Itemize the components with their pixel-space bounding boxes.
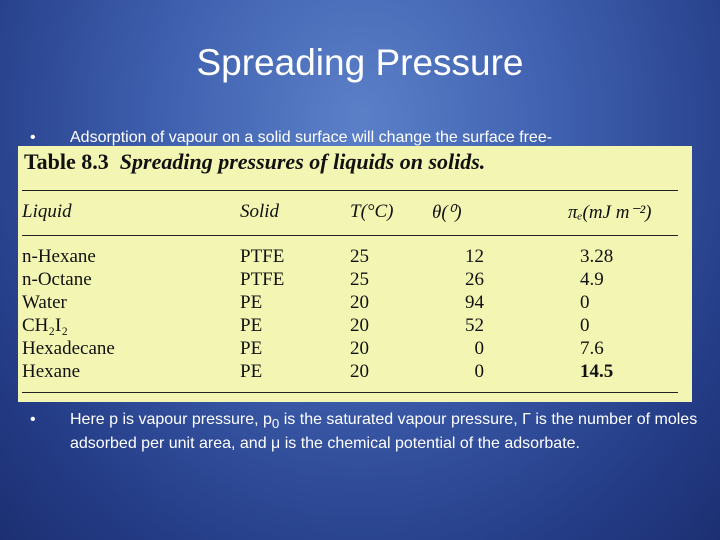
rule bbox=[22, 392, 678, 393]
column-header: T(°C) bbox=[350, 201, 394, 222]
cell: 20 bbox=[350, 361, 369, 382]
cell: 0 bbox=[474, 361, 485, 382]
cell: n-Hexane bbox=[22, 246, 96, 267]
table: Table 8.3 Spreading pressures of liquids… bbox=[18, 146, 692, 402]
bullet-dot: • bbox=[30, 411, 36, 428]
column-header: πₑ(mJ m⁻²) bbox=[568, 202, 652, 223]
cell: 0 bbox=[580, 315, 590, 336]
cell: Water bbox=[22, 292, 67, 313]
slide-title: Spreading Pressure bbox=[196, 42, 524, 83]
cell: 20 bbox=[350, 292, 369, 313]
column-header: θ(⁰) bbox=[432, 202, 462, 223]
cell: 4.9 bbox=[580, 269, 604, 290]
table-caption: Table 8.3 Spreading pressures of liquids… bbox=[24, 149, 485, 175]
cell: PTFE bbox=[240, 269, 285, 290]
cell: 94 bbox=[465, 292, 484, 313]
cell: 20 bbox=[350, 338, 369, 359]
text: is the saturated vapour pressure, Γ is t… bbox=[70, 411, 698, 453]
bullet-dot: • bbox=[30, 129, 36, 146]
cell: n-Octane bbox=[22, 269, 92, 290]
caption-label: Table 8.3 bbox=[24, 149, 109, 174]
cell: 12 bbox=[465, 246, 484, 267]
cell: 25 bbox=[350, 269, 369, 290]
rule bbox=[22, 190, 678, 191]
cell: PE bbox=[240, 292, 263, 313]
cell: Hexane bbox=[22, 361, 81, 382]
cell: 25 bbox=[350, 246, 369, 267]
cell: Hexadecane bbox=[22, 338, 115, 359]
column-header: Solid bbox=[240, 201, 280, 222]
bullet-text: Adsorption of vapour on a solid surface … bbox=[70, 129, 553, 146]
cell: 20 bbox=[350, 315, 369, 336]
cell: 26 bbox=[465, 269, 484, 290]
cell: CH₂I₂ bbox=[22, 315, 68, 336]
rule bbox=[22, 235, 678, 236]
cell: 0 bbox=[474, 338, 485, 359]
cell: 0 bbox=[580, 292, 590, 313]
bullet-text: Here p is vapour pressure, p0 is the sat… bbox=[70, 410, 710, 454]
cell: 52 bbox=[465, 315, 484, 336]
cell: 3.28 bbox=[580, 246, 614, 267]
cell: PE bbox=[240, 315, 263, 336]
text: Here p is vapour pressure, p bbox=[70, 411, 272, 428]
cell: PE bbox=[240, 338, 263, 359]
caption-text: Spreading pressures of liquids on solids… bbox=[119, 149, 486, 174]
column-header: Liquid bbox=[22, 201, 72, 222]
cell: 14.5 bbox=[580, 361, 614, 382]
cell: 7.6 bbox=[580, 338, 604, 359]
subscript: 0 bbox=[271, 416, 280, 432]
cell: PTFE bbox=[240, 246, 285, 267]
cell: PE bbox=[240, 361, 263, 382]
